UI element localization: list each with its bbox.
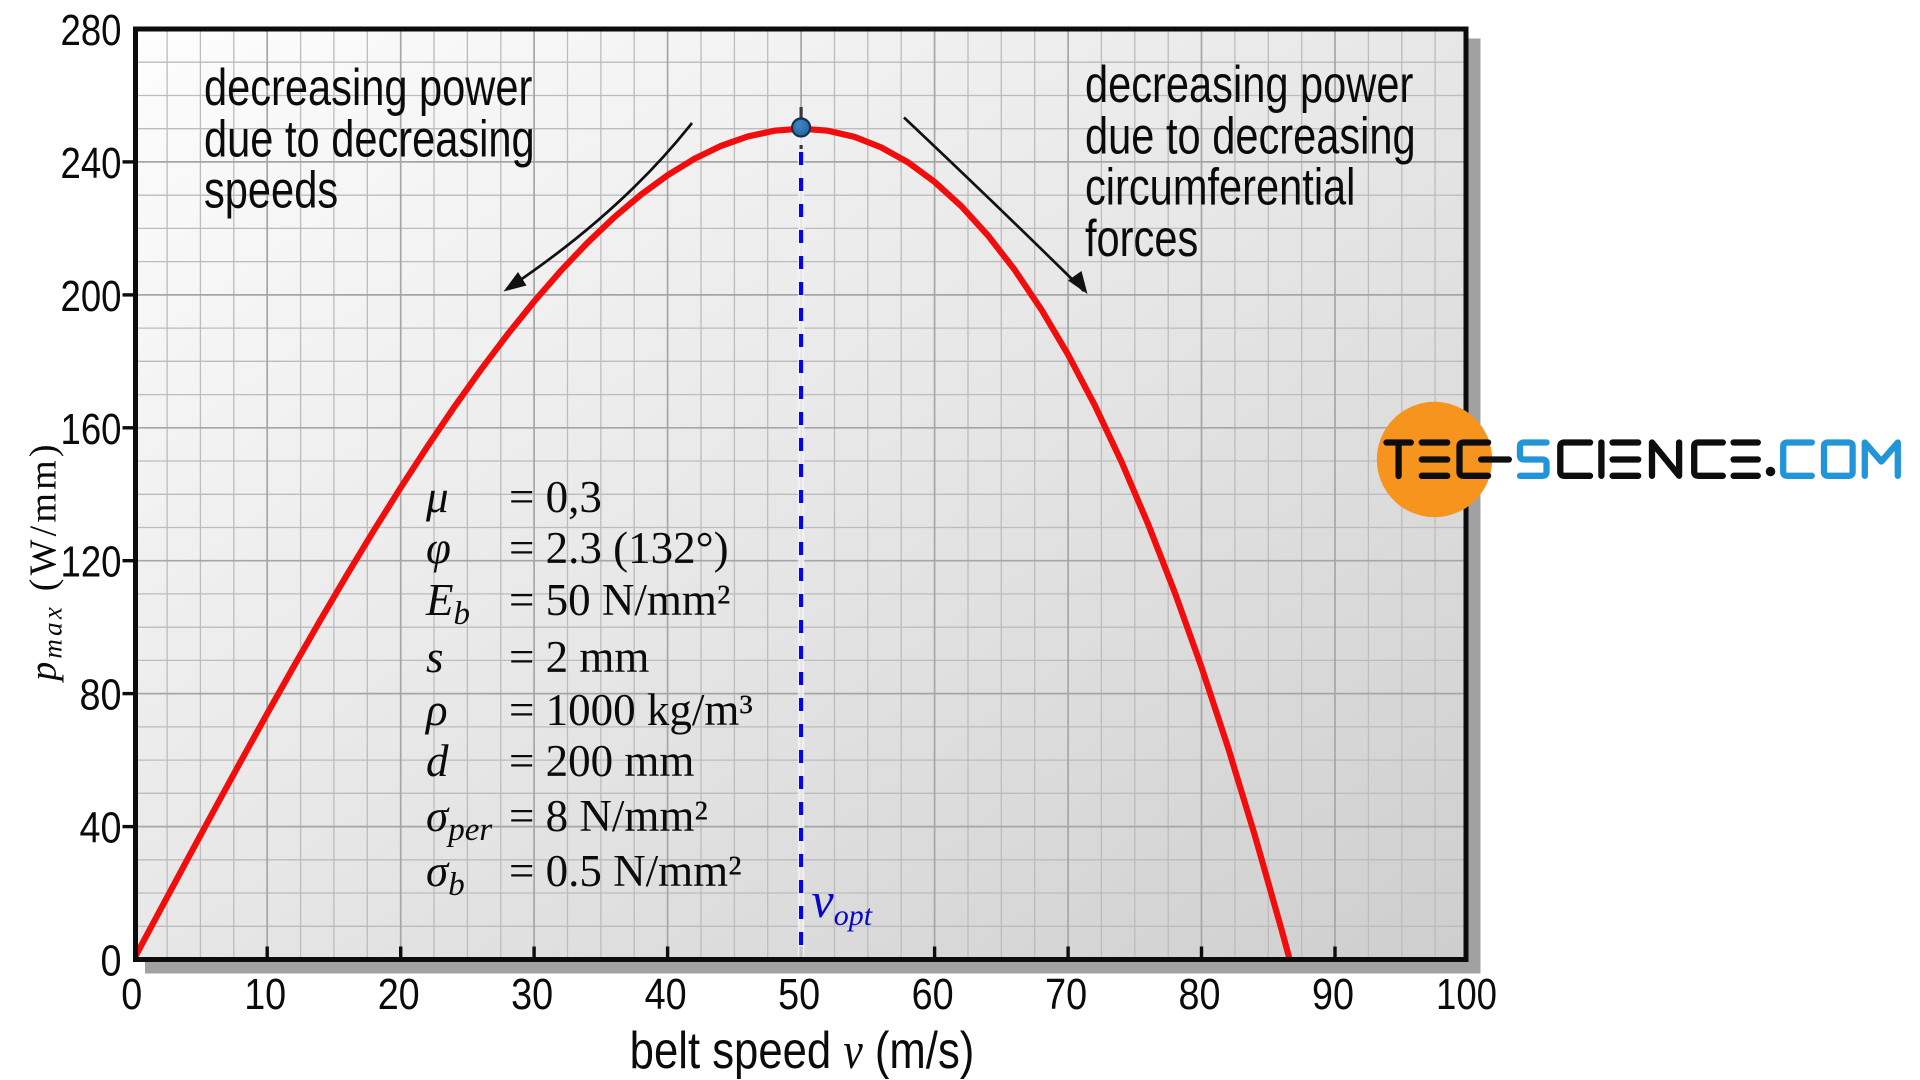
svg-text:70: 70: [1045, 971, 1087, 1019]
svg-text:280: 280: [61, 7, 122, 55]
svg-text:circumferential: circumferential: [1085, 157, 1355, 216]
svg-text:decreasing power: decreasing power: [1085, 55, 1413, 114]
svg-text:σper= 8 N/mm²: σper = 8 N/mm²: [426, 791, 708, 848]
svg-text:Eb= 50 N/mm²: Eb = 50 N/mm²: [425, 575, 730, 632]
svg-text:0: 0: [121, 971, 142, 1019]
svg-text:ρ= 1000 kg/m³: ρ = 1000 kg/m³: [424, 685, 753, 735]
svg-text:60: 60: [912, 971, 954, 1019]
svg-text:80: 80: [1179, 971, 1221, 1019]
svg-text:240: 240: [61, 140, 122, 188]
svg-text:160: 160: [61, 406, 122, 454]
svg-text:10: 10: [244, 971, 286, 1019]
svg-text:20: 20: [378, 971, 420, 1019]
svg-text:90: 90: [1312, 971, 1354, 1019]
svg-text:forces: forces: [1085, 208, 1198, 267]
svg-text:due to decreasing: due to decreasing: [204, 109, 535, 168]
svg-text:σb= 0.5 N/mm²: σb = 0.5 N/mm²: [426, 846, 742, 903]
svg-text:decreasing power: decreasing power: [204, 58, 532, 117]
svg-text:50: 50: [778, 971, 820, 1019]
svg-text:belt speed v (m/s): belt speed v (m/s): [630, 1023, 975, 1080]
svg-text:120: 120: [61, 539, 122, 587]
svg-text:30: 30: [511, 971, 553, 1019]
svg-text:40: 40: [645, 971, 687, 1019]
svg-text:pmax (W/mm): pmax (W/mm): [23, 441, 68, 684]
svg-text:100: 100: [1436, 971, 1497, 1019]
svg-text:due to decreasing: due to decreasing: [1085, 106, 1416, 165]
svg-text:φ= 2.3 (132°): φ = 2.3 (132°): [426, 523, 729, 573]
svg-text:0: 0: [101, 938, 122, 986]
svg-text:d= 200 mm: d = 200 mm: [426, 736, 694, 786]
svg-text:200: 200: [61, 273, 122, 321]
svg-text:s= 2 mm: s = 2 mm: [426, 632, 649, 682]
svg-text:80: 80: [80, 672, 122, 720]
svg-text:40: 40: [80, 805, 122, 853]
svg-text:μ= 0,3: μ = 0,3: [425, 472, 602, 522]
svg-text:speeds: speeds: [204, 160, 338, 219]
